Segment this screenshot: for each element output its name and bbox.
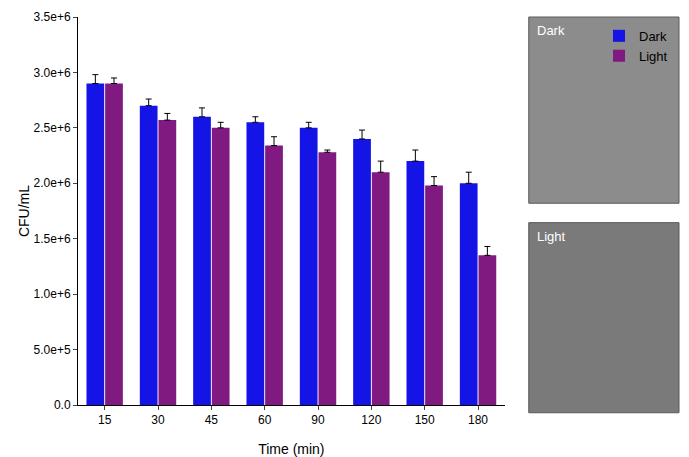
svg-text:Dark: Dark bbox=[639, 29, 667, 44]
svg-text:0.0: 0.0 bbox=[54, 398, 71, 412]
svg-text:150: 150 bbox=[415, 413, 435, 427]
svg-text:1.0e+6: 1.0e+6 bbox=[34, 287, 71, 301]
svg-text:3.0e+6: 3.0e+6 bbox=[34, 66, 71, 80]
svg-text:45: 45 bbox=[205, 413, 219, 427]
svg-text:5.0e+5: 5.0e+5 bbox=[34, 343, 71, 357]
svg-text:180: 180 bbox=[468, 413, 488, 427]
svg-text:15: 15 bbox=[98, 413, 112, 427]
svg-text:2.5e+6: 2.5e+6 bbox=[34, 121, 71, 135]
svg-text:120: 120 bbox=[361, 413, 381, 427]
svg-text:90: 90 bbox=[311, 413, 325, 427]
svg-text:CFU/mL: CFU/mL bbox=[16, 185, 32, 237]
svg-text:Dark: Dark bbox=[537, 23, 565, 38]
svg-text:Time (min): Time (min) bbox=[258, 441, 324, 457]
svg-text:Light: Light bbox=[639, 49, 668, 64]
svg-text:3.5e+6: 3.5e+6 bbox=[34, 10, 71, 24]
svg-text:1.5e+6: 1.5e+6 bbox=[34, 232, 71, 246]
svg-text:2.0e+6: 2.0e+6 bbox=[34, 176, 71, 190]
svg-text:30: 30 bbox=[151, 413, 165, 427]
svg-text:Light: Light bbox=[537, 229, 566, 244]
svg-text:60: 60 bbox=[258, 413, 272, 427]
